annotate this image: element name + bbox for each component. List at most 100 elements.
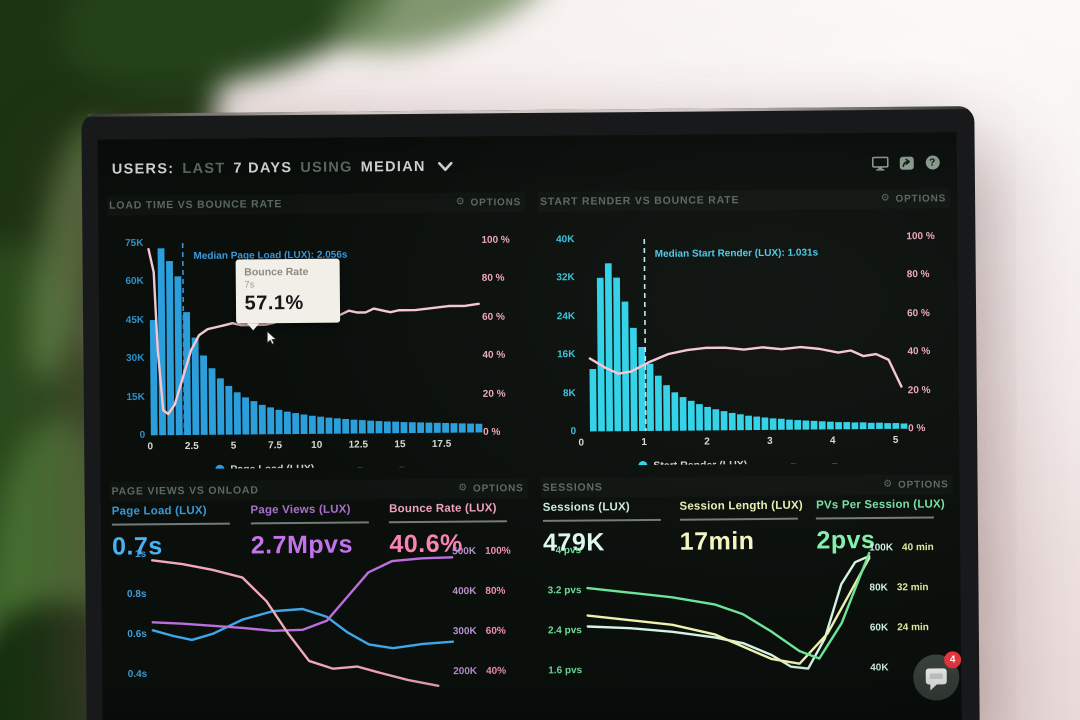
header-segment: MEDIAN: [360, 158, 426, 176]
share-icon[interactable]: [898, 155, 915, 170]
metric-label: Page Views (LUX): [250, 503, 351, 517]
tooltip-subtitle: 7s: [244, 279, 255, 291]
chart-legend: Start Render (LUX) Bounce Rate: [540, 454, 952, 466]
plot-area: [586, 548, 871, 720]
axis-tick: 12.5: [348, 439, 369, 451]
gear-icon: ⚙: [880, 192, 891, 204]
metric-label: Bounce Rate (LUX): [389, 502, 497, 516]
options-button[interactable]: ⚙ OPTIONS: [458, 483, 523, 495]
axis-tick: 75K: [125, 237, 144, 250]
axis-tick: 100 %: [906, 230, 935, 243]
metric-label: Page Load (LUX): [111, 504, 207, 518]
axis-tick: 3: [767, 435, 773, 447]
x-axis: 0 1 2 3 4 5: [578, 434, 908, 450]
legend-marker: [638, 460, 648, 466]
legend-label: Start Render (LUX): [653, 458, 748, 466]
axis-tick: 10: [311, 439, 323, 451]
chart-canvas: [586, 551, 871, 670]
options-label: OPTIONS: [895, 192, 947, 205]
options-button[interactable]: ⚙ OPTIONS: [881, 193, 946, 205]
options-button[interactable]: ⚙ OPTIONS: [456, 197, 521, 209]
axis-tick: 2.5: [184, 440, 199, 453]
axis-tick: 0.8s: [126, 588, 147, 601]
metric-underline: [816, 516, 935, 520]
axis-tick: 0: [147, 441, 154, 453]
header-segment: LAST: [182, 160, 226, 178]
plant-leaf: [321, 0, 569, 75]
axis-tick: 1: [641, 436, 647, 449]
legend-item[interactable]: Bounce Rate: [769, 461, 855, 466]
axis-tick: 30K: [126, 353, 145, 365]
panel-title: SESSIONS: [542, 481, 603, 494]
options-button[interactable]: ⚙ OPTIONS: [883, 479, 948, 491]
axis-tick: 40 %: [482, 349, 506, 362]
y-axis-right: 100 % 80 % 60 % 40 % 20 % 0 %: [906, 231, 952, 434]
axis-tick: 15K: [126, 391, 145, 403]
plot-area: Median Start Render (LUX): 1.031s: [579, 237, 908, 432]
mouse-cursor-icon: [266, 331, 277, 346]
panel-title-row: START RENDER VS BOUNCE RATE ⚙ OPTIONS: [538, 188, 950, 212]
options-label: OPTIONS: [472, 482, 524, 495]
panel-title-row: LOAD TIME VS BOUNCE RATE ⚙ OPTIONS: [107, 192, 525, 216]
dashboard-header: USERS: LAST 7 DAYS USING MEDIAN ?: [112, 144, 941, 187]
legend-item[interactable]: Start Render (LUX): [638, 459, 747, 466]
axis-tick: 5: [892, 434, 899, 446]
panel-grid: LOAD TIME VS BOUNCE RATE ⚙ OPTIONS 75K 60…: [107, 188, 955, 720]
display-icon[interactable]: [871, 155, 889, 171]
axis-tick: 7.5: [268, 440, 283, 452]
axis-tick: 0.6s: [127, 628, 147, 641]
axis-tick: 24K: [556, 310, 576, 323]
gear-icon: ⚙: [455, 196, 466, 208]
legend-item[interactable]: Bounce Rate: [336, 464, 422, 470]
chart-canvas: [588, 238, 908, 432]
axis-tick: 80 %: [481, 273, 505, 285]
date-range-dropdown[interactable]: USERS: LAST 7 DAYS USING MEDIAN: [112, 159, 453, 178]
laptop: USERS: LAST 7 DAYS USING MEDIAN ?: [81, 106, 980, 720]
y-axis-left: 40K 32K 24K 16K 8K 0: [538, 234, 576, 437]
legend-item[interactable]: Page Load (LUX): [215, 462, 314, 470]
tooltip-title: Bounce Rate: [244, 266, 309, 279]
axis-tick: 0: [570, 426, 577, 438]
y-axis-right: 500K 100% 400K 80% 300K 60% 200K 40%: [452, 546, 530, 720]
legend-label: Bounce Rate: [790, 461, 854, 466]
axis-tick: 15: [394, 439, 406, 451]
chat-widget[interactable]: 4: [913, 651, 962, 701]
metric-label: Session Length (LUX): [679, 499, 803, 513]
axis-tick: 20 %: [482, 388, 506, 400]
tooltip-value: 57.1%: [244, 292, 304, 315]
metric-underline: [389, 520, 508, 524]
axis-tick: 80 %: [906, 269, 930, 281]
axis-tick: 2.4 pvs: [547, 625, 582, 637]
chat-bubble-icon: [925, 667, 947, 691]
axis-tick: 5: [230, 440, 237, 452]
axis-tick: 2: [704, 436, 710, 448]
axis-tick: 60 %: [482, 311, 505, 323]
axis-tick: 32K: [556, 272, 575, 284]
axis-tick: 500K 100%: [452, 545, 511, 558]
panel-title: LOAD TIME VS BOUNCE RATE: [109, 198, 283, 212]
panel-title-row: SESSIONS ⚙ OPTIONS: [541, 474, 953, 498]
chart-sessions: 4 pvs 3.2 pvs 2.4 pvs 1.6 pvs 100K 40 min 80K…: [541, 542, 955, 720]
axis-tick: 16K: [557, 349, 576, 361]
metric-label: Sessions (LUX): [542, 501, 630, 514]
help-icon[interactable]: ?: [924, 155, 941, 170]
axis-tick: 45K: [125, 314, 145, 326]
axis-tick: 1.6 pvs: [548, 665, 583, 677]
panel-page-views: PAGE VIEWS VS ONLOAD ⚙ OPTIONS Page Load…: [110, 478, 531, 720]
y-axis-left: 1s 0.8s 0.6s 0.4s: [110, 549, 148, 720]
axis-tick: 60 %: [907, 307, 930, 320]
chart-page-views: 1s 0.8s 0.6s 0.4s 500K 100% 400K 80% 300K 60% 200…: [110, 546, 530, 720]
panel-sessions: SESSIONS ⚙ OPTIONS Sessions (LUX) 479K: [541, 474, 956, 720]
axis-tick: 0 %: [908, 423, 926, 435]
legend-marker: [215, 464, 225, 470]
header-segment: USERS:: [111, 161, 175, 178]
panel-start-render: START RENDER VS BOUNCE RATE ⚙ OPTIONS 40…: [538, 188, 952, 466]
x-axis: 0 2.5 5 7.5 10 12.5 15 17.5: [147, 438, 483, 453]
axis-tick: 40 %: [907, 346, 931, 358]
axis-tick: 60K: [125, 276, 144, 288]
legend-label: Bounce Rate: [357, 464, 421, 469]
metric-underline: [250, 521, 369, 525]
options-label: OPTIONS: [470, 196, 522, 209]
chevron-down-icon: [437, 161, 453, 172]
